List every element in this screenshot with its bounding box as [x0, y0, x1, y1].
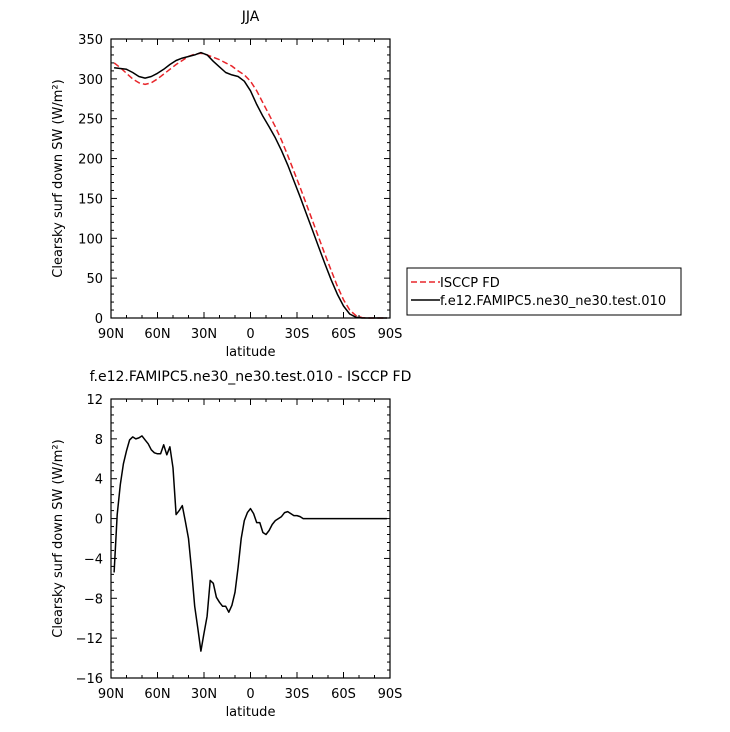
x-tick-label: 30N [191, 327, 217, 342]
x-tick-label: 0 [246, 687, 254, 702]
series-line-1 [113, 52, 387, 319]
y-tick-label: −8 [84, 592, 103, 607]
y-axis-label: Clearsky surf down SW (W/m²) [51, 79, 66, 277]
x-tick-label: 30S [285, 687, 310, 702]
y-tick-label: 4 [95, 473, 103, 488]
legend-label-2: f.e12.FAMIPC5.ne30_ne30.test.010 [440, 294, 666, 309]
y-tick-label: 350 [78, 33, 103, 48]
chart-title: f.e12.FAMIPC5.ne30_ne30.test.010 - ISCCP… [90, 369, 412, 385]
y-tick-label: 0 [95, 312, 103, 327]
x-tick-label: 30N [191, 687, 217, 702]
legend-label-1: ISCCP FD [440, 276, 500, 291]
legend-box [406, 267, 682, 316]
x-axis-label: latitude [226, 345, 276, 360]
y-axis-label: Clearsky surf down SW (W/m²) [51, 439, 66, 637]
y-tick-label: 100 [78, 232, 103, 247]
x-tick-label: 60N [144, 327, 170, 342]
x-tick-label: 90N [98, 687, 124, 702]
y-tick-label: 12 [86, 393, 103, 408]
x-tick-label: 60S [331, 687, 356, 702]
y-tick-label: −16 [76, 672, 103, 687]
y-tick-label: 0 [95, 513, 103, 528]
y-tick-label: 250 [78, 113, 103, 128]
y-tick-label: −12 [76, 632, 103, 647]
x-tick-label: 60N [144, 687, 170, 702]
x-axis-label: latitude [226, 705, 276, 720]
y-tick-label: −4 [84, 552, 103, 567]
y-tick-label: 200 [78, 153, 103, 168]
plot-frame [110, 398, 391, 679]
series-line-2 [114, 51, 387, 319]
x-tick-label: 30S [285, 327, 310, 342]
x-tick-label: 90S [378, 687, 403, 702]
x-tick-label: 0 [246, 327, 254, 342]
legend: ISCCP FD f.e12.FAMIPC5.ne30_ne30.test.010 [406, 267, 682, 316]
y-tick-label: 300 [78, 73, 103, 88]
chart-panel-1: JJA 90N 60N 30N 0 30S 60S 90S 0 50 100 150 200 250 300… [51, 9, 682, 360]
y-tick-label: 50 [86, 272, 103, 287]
x-tick-label: 90N [98, 327, 124, 342]
series-line-1 [113, 435, 387, 652]
chart-panel-2: f.e12.FAMIPC5.ne30_ne30.test.010 - ISCCP… [51, 369, 411, 720]
chart-title: JJA [241, 9, 260, 25]
y-tick-label: 150 [78, 192, 103, 207]
x-tick-label: 60S [331, 327, 356, 342]
y-tick-label: 8 [95, 433, 103, 448]
x-tick-label: 90S [378, 327, 403, 342]
plot-frame [110, 38, 391, 319]
